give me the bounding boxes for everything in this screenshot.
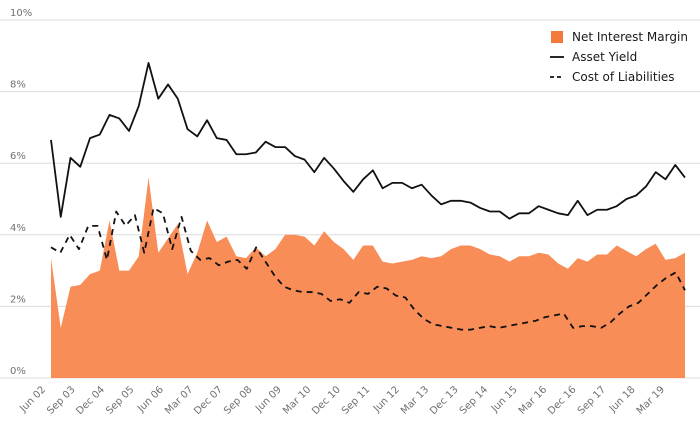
- x-tick-label: Mar 16: [517, 384, 549, 416]
- x-tick-label: Jun 12: [371, 384, 402, 415]
- x-tick-label: Sep 11: [340, 384, 372, 416]
- cost-of-liabilities-legend-label: Cost of Liabilities: [572, 70, 675, 84]
- x-tick-label: Dec 13: [428, 384, 461, 417]
- x-tick-label: Sep 14: [458, 384, 490, 416]
- x-tick-label: Jun 15: [489, 384, 520, 415]
- y-tick-label: 0%: [10, 366, 26, 377]
- x-tick-label: Jun 09: [253, 384, 284, 415]
- y-tick-label: 4%: [10, 223, 26, 234]
- x-tick-label: Dec 04: [74, 384, 107, 417]
- x-tick-label: Sep 03: [45, 384, 77, 416]
- y-tick-label: 6%: [10, 151, 26, 162]
- net-interest-margin-area: [51, 177, 685, 378]
- y-tick-label: 8%: [10, 80, 26, 91]
- x-tick-label: Dec 10: [310, 384, 343, 417]
- line-series-layer: [50, 62, 686, 331]
- legend: Net Interest Margin Asset Yield Cost of Li…: [550, 30, 688, 84]
- asset-yield-line: [50, 62, 686, 220]
- x-tick-label: Sep 08: [222, 384, 254, 416]
- net-interest-margin-legend-label: Net Interest Margin: [572, 30, 688, 44]
- x-tick-label: Dec 16: [546, 384, 579, 417]
- x-tick-label: Mar 10: [281, 384, 313, 416]
- y-tick-label: 2%: [10, 294, 26, 305]
- net-interest-margin-area-layer: [51, 177, 685, 378]
- x-tick-label: Sep 05: [104, 384, 136, 416]
- y-axis-ticks: 0% 2% 4% 6% 8% 10%: [10, 8, 32, 377]
- x-tick-label: Dec 07: [192, 384, 225, 417]
- x-tick-label: Mar 13: [399, 384, 431, 416]
- x-tick-label: Sep 17: [576, 384, 608, 416]
- y-tick-label: 10%: [10, 8, 32, 19]
- x-tick-label: Mar 07: [163, 384, 195, 416]
- x-tick-label: Jun 18: [607, 384, 638, 415]
- asset-yield-legend-label: Asset Yield: [572, 50, 637, 64]
- net-interest-margin-legend-swatch: [551, 31, 563, 43]
- x-tick-label: Jun 02: [17, 384, 48, 415]
- x-tick-label: Mar 19: [635, 384, 667, 416]
- x-tick-label: Jun 06: [135, 384, 166, 415]
- cost-of-liabilities-line: [50, 207, 686, 331]
